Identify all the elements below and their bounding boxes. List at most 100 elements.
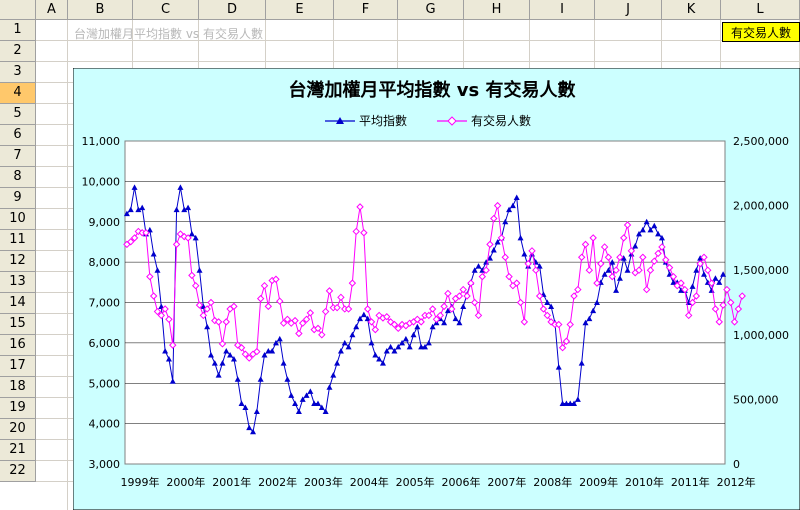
column-header-E[interactable]: E [266, 0, 334, 20]
people-point [516, 298, 525, 307]
index-point [486, 255, 493, 261]
index-point [357, 315, 364, 322]
people-point [425, 311, 433, 320]
people-point [363, 305, 372, 313]
column-header-A[interactable]: A [36, 0, 68, 20]
column-header-J[interactable]: J [595, 0, 662, 20]
people-point [337, 293, 345, 302]
gridline-horizontal [36, 61, 800, 62]
row-header-1[interactable]: 1 [0, 20, 36, 41]
index-point [601, 271, 608, 277]
x-tick-label: 2002年 [258, 475, 297, 489]
row-header-22[interactable]: 22 [0, 461, 36, 482]
people-point [486, 240, 494, 249]
people-point [505, 272, 513, 281]
row-header-11[interactable]: 11 [0, 230, 36, 251]
row-header-10[interactable]: 10 [0, 209, 36, 230]
people-point [482, 266, 490, 274]
people-point [283, 315, 292, 324]
people-point [612, 266, 620, 274]
index-point [135, 206, 142, 213]
legend[interactable]: 平均指數 有交易人數 [325, 113, 531, 128]
people-point [149, 292, 158, 300]
index-point [181, 206, 188, 213]
people-point [195, 301, 204, 309]
row-header-8[interactable]: 8 [0, 167, 36, 188]
y-right-tick-label: 0 [733, 458, 740, 471]
index-point [139, 204, 146, 211]
row-header-17[interactable]: 17 [0, 356, 36, 377]
x-tick-label: 2007年 [487, 475, 526, 489]
people-point [218, 340, 227, 348]
row-header-9[interactable]: 9 [0, 188, 36, 209]
people-point [394, 324, 402, 333]
row-header-12[interactable]: 12 [0, 251, 36, 272]
row-header-20[interactable]: 20 [0, 419, 36, 440]
people-point [528, 247, 536, 255]
people-point [344, 305, 353, 313]
people-point [470, 298, 479, 307]
index-point [716, 279, 723, 285]
x-tick-label: 2005年 [396, 475, 435, 489]
row-header-4[interactable]: 4 [0, 83, 36, 104]
people-point [142, 229, 150, 237]
index-point [269, 347, 276, 354]
row-header-2[interactable]: 2 [0, 41, 36, 62]
index-point [372, 351, 379, 358]
cell-l1-highlight[interactable]: 有交易人數 [722, 22, 800, 42]
column-header-H[interactable]: H [464, 0, 530, 20]
row-header-3[interactable]: 3 [0, 62, 36, 83]
people-point [318, 331, 326, 339]
row-header-7[interactable]: 7 [0, 146, 36, 167]
index-point [593, 299, 600, 305]
people-point [574, 285, 582, 294]
column-header-D[interactable]: D [199, 0, 266, 20]
column-header-C[interactable]: C [133, 0, 199, 20]
people-point [620, 234, 628, 242]
column-header-F[interactable]: F [334, 0, 398, 20]
index-point [146, 226, 153, 233]
index-point [578, 360, 585, 366]
combo-line-chart[interactable]: 台灣加權月平均指數 vs 有交易人數 平均指數 有交易人數 3,000 4,000… [73, 68, 800, 510]
row-header-18[interactable]: 18 [0, 377, 36, 398]
index-point [123, 210, 130, 217]
index-point [307, 388, 314, 394]
column-header-I[interactable]: I [530, 0, 595, 20]
index-point [345, 343, 352, 350]
row-header-21[interactable]: 21 [0, 440, 36, 461]
column-header-K[interactable]: K [662, 0, 721, 20]
people-point [608, 272, 616, 281]
index-point [360, 311, 367, 318]
row-header-14[interactable]: 14 [0, 293, 36, 314]
people-point [639, 253, 647, 261]
row-header-13[interactable]: 13 [0, 272, 36, 293]
row-header-16[interactable]: 16 [0, 335, 36, 356]
column-header-G[interactable]: G [398, 0, 464, 20]
row-header-5[interactable]: 5 [0, 104, 36, 125]
row-header-6[interactable]: 6 [0, 125, 36, 146]
people-point [272, 275, 280, 283]
people-point [241, 350, 250, 358]
index-point [410, 331, 417, 338]
x-tick-label: 2011年 [671, 475, 710, 489]
people-point [371, 325, 380, 334]
index-point [150, 251, 157, 257]
people-point [692, 292, 701, 300]
people-point [199, 311, 208, 320]
people-point [279, 319, 288, 327]
column-header-B[interactable]: B [68, 0, 133, 20]
column-header-L[interactable]: L [721, 0, 800, 20]
x-tick-label: 1999年 [121, 475, 160, 489]
people-point [153, 307, 162, 316]
index-point [582, 319, 589, 326]
y-left-tick-label: 8,000 [89, 256, 121, 269]
people-point [604, 253, 613, 261]
people-point [711, 305, 720, 313]
people-point [539, 305, 548, 313]
row-header-19[interactable]: 19 [0, 398, 36, 419]
people-point [585, 266, 594, 274]
cell-b1[interactable]: 台灣加權月平均指數 vs 有交易人數 [74, 27, 263, 41]
index-point [490, 247, 497, 253]
row-header-15[interactable]: 15 [0, 314, 36, 335]
select-all-corner[interactable] [0, 0, 36, 20]
